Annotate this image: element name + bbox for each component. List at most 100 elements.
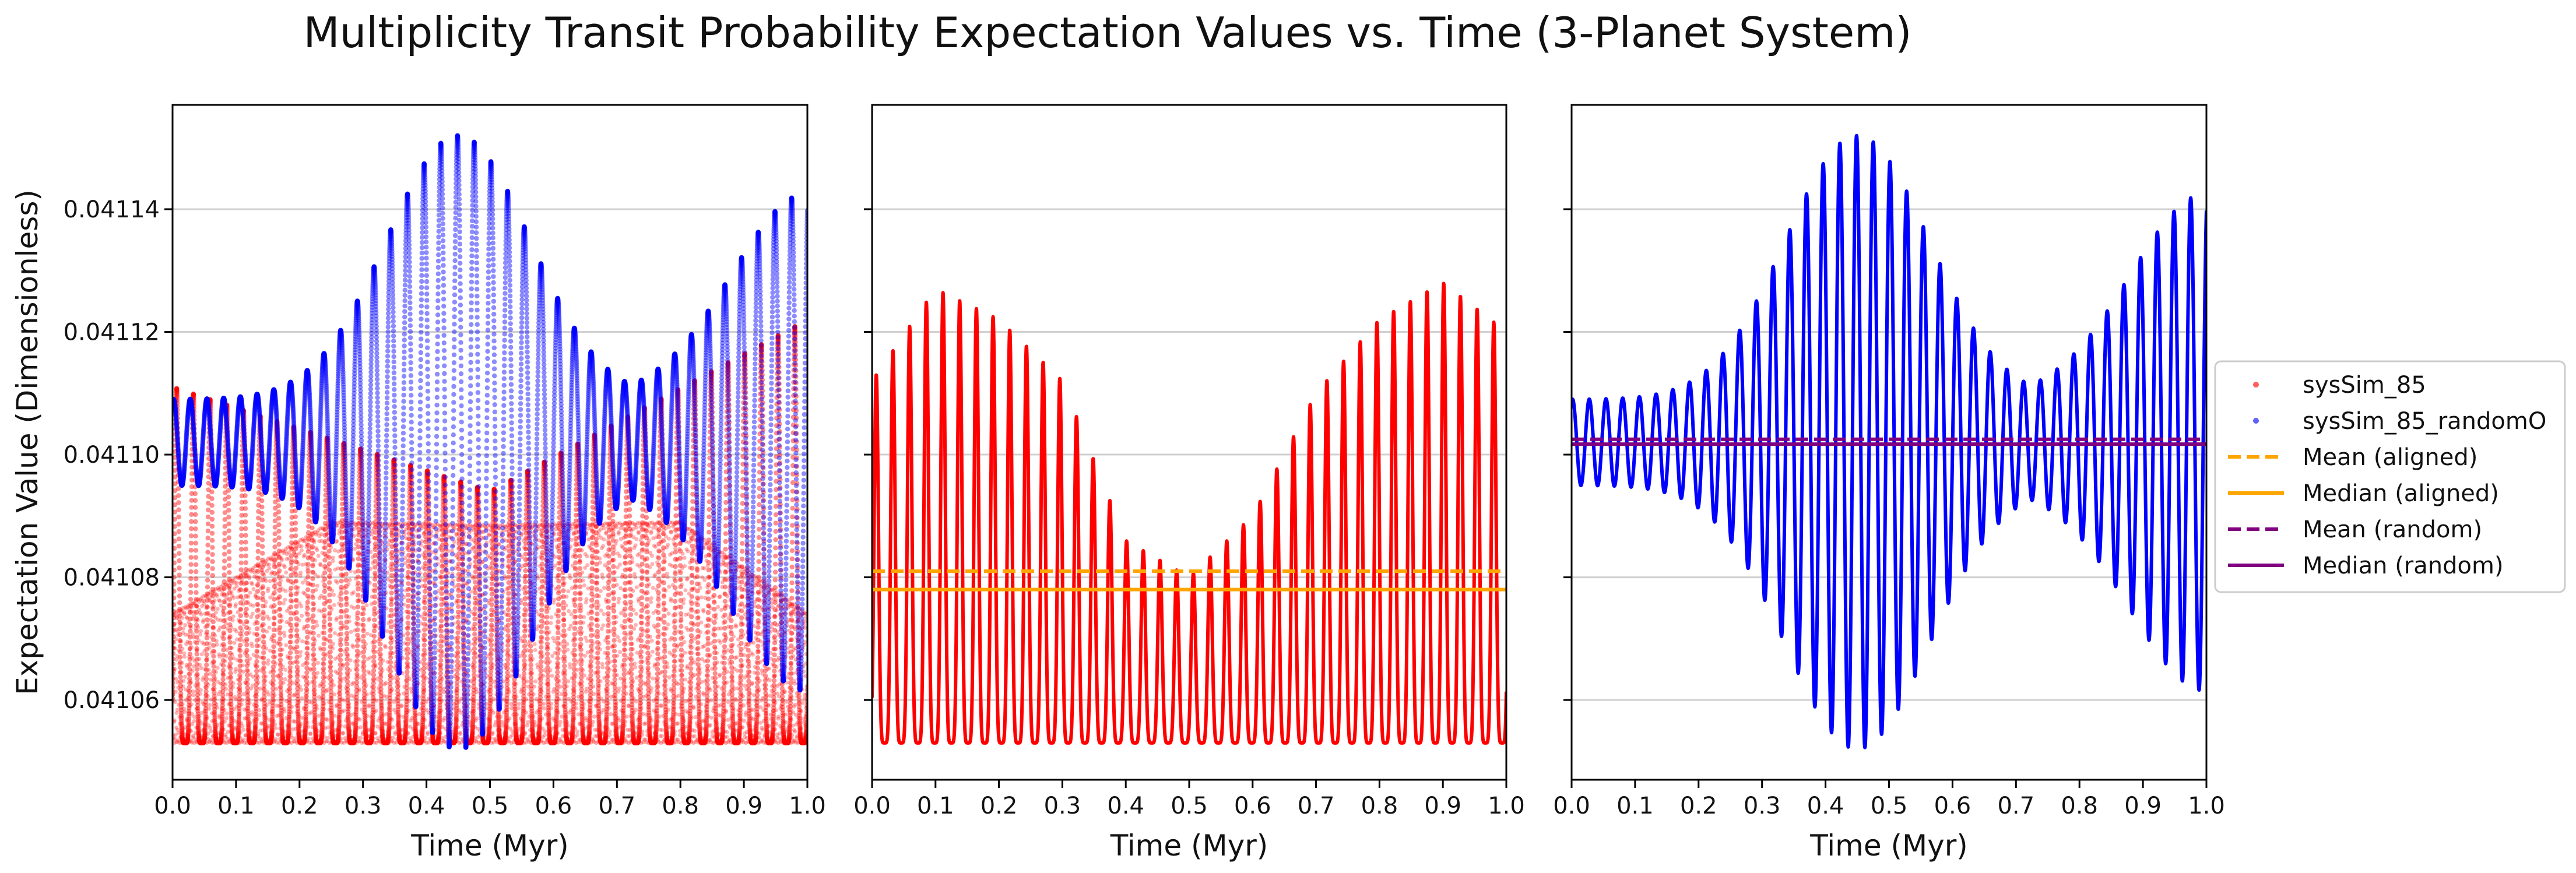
data-point: [381, 728, 385, 733]
data-point: [311, 661, 317, 667]
data-point: [356, 580, 361, 586]
data-point: [188, 548, 194, 553]
data-point: [173, 545, 177, 551]
data-point: [226, 549, 232, 554]
data-point: [296, 562, 301, 566]
data-point: [259, 537, 265, 543]
data-point: [222, 606, 227, 611]
data-point: [312, 602, 316, 607]
data-point: [287, 650, 293, 656]
data-point: [388, 664, 393, 670]
data-point: [345, 646, 350, 652]
data-point: [184, 740, 189, 745]
data-point: [329, 607, 334, 611]
data-point: [250, 644, 254, 649]
data-point: [388, 660, 393, 665]
data-point: [181, 626, 186, 631]
data-point: [330, 589, 335, 593]
data-point: [243, 519, 248, 524]
data-point: [339, 560, 345, 565]
data-point: [231, 681, 236, 685]
data-point: [175, 707, 180, 712]
data-point: [221, 636, 226, 642]
data-point: [193, 562, 199, 568]
data-point: [237, 681, 243, 687]
data-point: [339, 723, 343, 728]
data-point: [389, 597, 394, 602]
data-point: [185, 739, 190, 744]
data-point: [184, 732, 188, 737]
data-point: [374, 698, 379, 703]
data-point: [194, 667, 200, 672]
data-point: [294, 644, 300, 650]
data-point: [177, 565, 182, 571]
data-point: [181, 740, 187, 745]
data-point: [240, 724, 245, 728]
data-point: [226, 535, 231, 540]
data-point: [332, 713, 337, 718]
data-point: [266, 658, 270, 663]
data-point: [189, 680, 193, 685]
data-point: [214, 670, 218, 674]
data-point: [184, 737, 188, 741]
data-point: [174, 390, 179, 396]
data-point: [361, 668, 367, 674]
data-point: [183, 740, 189, 746]
data-point: [273, 726, 278, 731]
data-point: [261, 655, 266, 661]
data-point: [230, 618, 235, 622]
data-point: [183, 623, 188, 628]
data-point: [177, 619, 182, 625]
data-point: [305, 562, 311, 567]
data-point: [175, 425, 181, 431]
data-point: [189, 645, 194, 649]
data-point: [277, 594, 282, 600]
data-point: [222, 537, 227, 543]
data-point: [322, 701, 326, 706]
data-point: [189, 605, 194, 610]
data-point: [311, 652, 317, 657]
data-point: [209, 509, 215, 515]
data-point: [238, 642, 243, 648]
data-point: [278, 676, 283, 681]
data-point: [173, 401, 179, 407]
data-point: [222, 697, 226, 702]
data-point: [174, 710, 179, 715]
data-point: [289, 585, 294, 591]
data-point: [256, 579, 261, 584]
data-point: [346, 582, 351, 586]
data-point: [205, 578, 210, 583]
data-point: [396, 684, 401, 688]
data-point: [296, 667, 300, 672]
data-point: [284, 570, 289, 575]
data-point: [227, 634, 233, 639]
data-point: [178, 660, 183, 665]
data-point: [210, 573, 215, 578]
data-point: [244, 647, 249, 653]
data-point: [316, 554, 321, 558]
data-point: [194, 652, 199, 657]
data-point: [367, 617, 372, 621]
data-point: [173, 589, 177, 594]
data-point: [184, 740, 189, 745]
data-point: [351, 645, 356, 649]
data-point: [205, 550, 210, 555]
data-point: [321, 641, 326, 647]
data-point: [338, 719, 342, 724]
data-point: [182, 740, 188, 746]
data-point: [228, 666, 233, 671]
data-point: [254, 632, 260, 638]
data-point: [344, 608, 349, 613]
data-point: [356, 568, 361, 573]
data-point: [229, 610, 233, 614]
data-point: [277, 657, 283, 663]
data-point: [182, 612, 187, 617]
y-tick-label: 0.04106: [64, 687, 160, 714]
data-point: [179, 724, 184, 729]
data-point: [321, 625, 327, 630]
data-point: [306, 737, 311, 741]
data-point: [328, 668, 333, 674]
data-point: [263, 579, 268, 583]
data-point: [220, 677, 226, 682]
data-point: [209, 503, 215, 508]
